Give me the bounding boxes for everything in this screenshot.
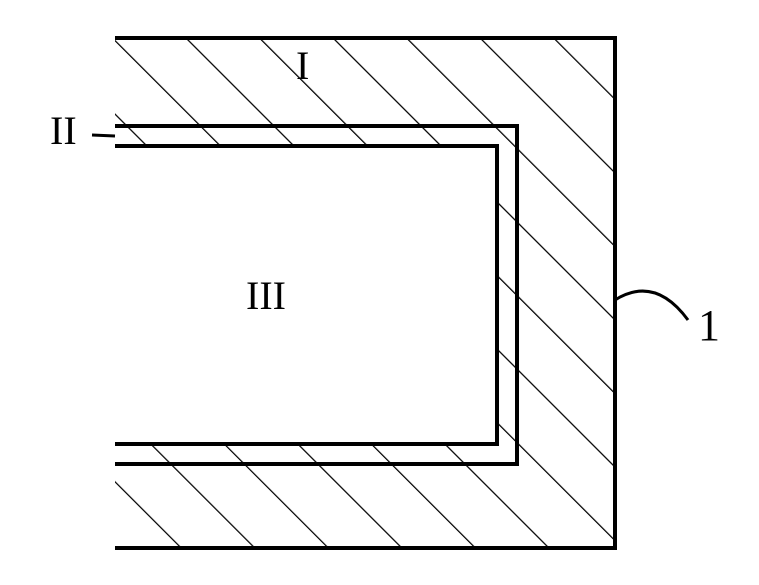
leader-line-ii — [92, 135, 115, 136]
label-region-iii: III — [246, 273, 286, 318]
leader-curve-1 — [615, 291, 688, 320]
label-region-i: I — [296, 43, 309, 88]
hatched-region — [115, 38, 615, 548]
label-reference-1: 1 — [698, 301, 720, 350]
inner-boundary-inner — [115, 146, 497, 444]
inner-boundary-outer — [115, 126, 517, 464]
label-region-ii: II — [50, 108, 77, 153]
